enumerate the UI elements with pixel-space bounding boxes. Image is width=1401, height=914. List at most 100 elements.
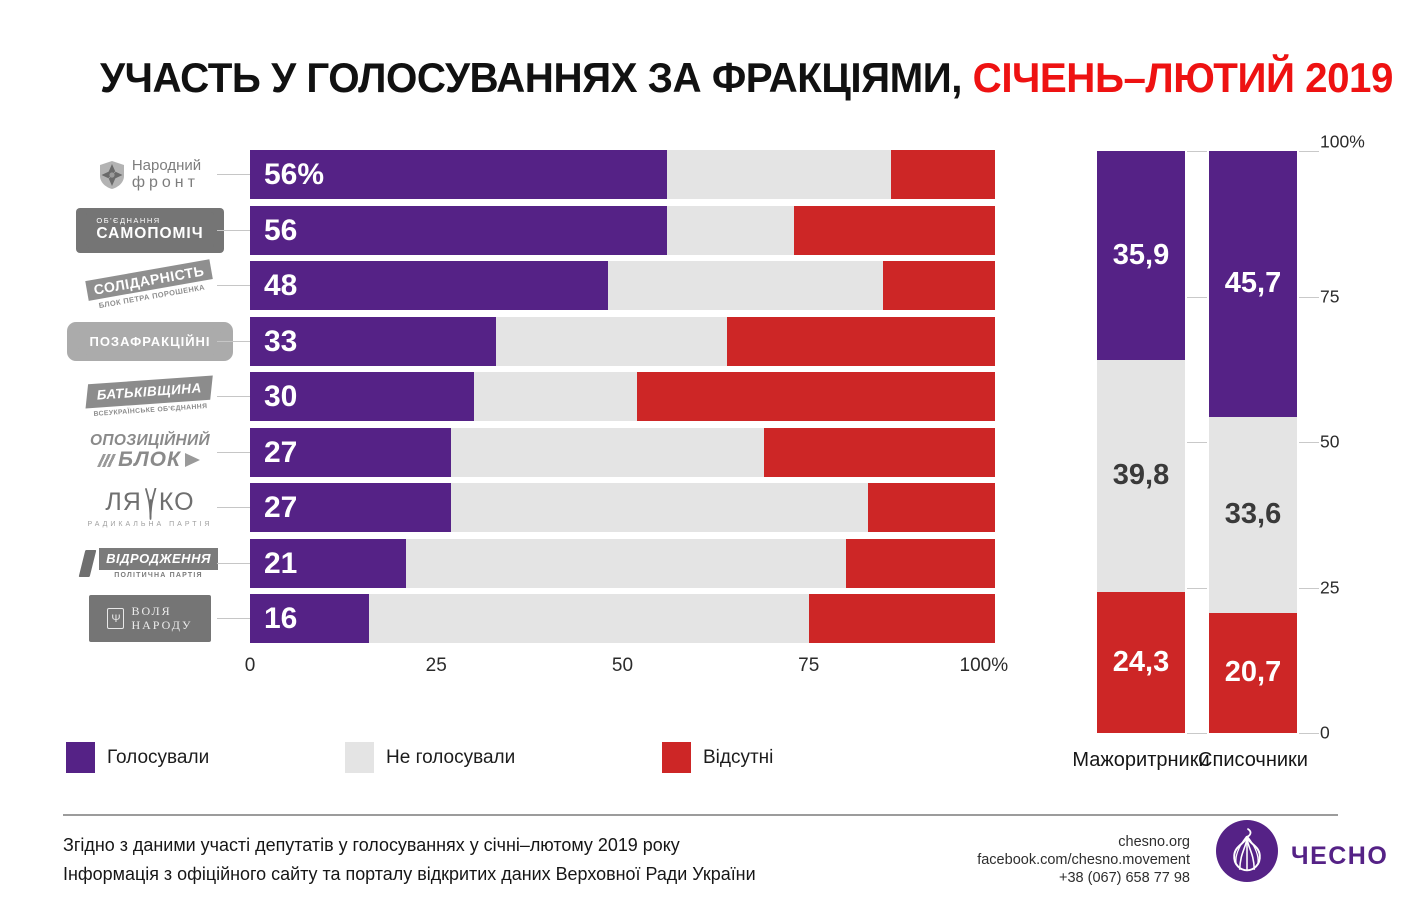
- faction-name-line: ПОЗАФРАКЦІЙНІ: [89, 333, 211, 349]
- narodny-front-shield-icon: [99, 160, 124, 189]
- garlic-icon: [1233, 828, 1261, 872]
- chesno-logo: [1216, 820, 1278, 882]
- bar-segment-not_voted: [406, 538, 846, 588]
- legend-label: Не голосували: [386, 746, 516, 768]
- contact-phone: +38 (067) 658 77 98: [1058, 870, 1190, 886]
- bar-value-label: 27: [264, 491, 298, 524]
- bar-segment-absent: [726, 316, 995, 366]
- y-axis-tick: [1299, 587, 1319, 589]
- bar-value-label: 33: [264, 324, 298, 358]
- label-connector-line: [217, 229, 250, 231]
- faction-name-line: ПОЛІТИЧНА ПАРТІЯ: [114, 571, 203, 579]
- bar-segment-voted: 21: [250, 538, 407, 588]
- pitchfork-icon: [144, 487, 157, 520]
- y-axis-tick: [1187, 442, 1207, 443]
- column-segment-absent: 24,3: [1097, 591, 1185, 733]
- y-axis-tick: [1187, 587, 1207, 589]
- faction-logo: ЛЯ КО РАДИКАЛЬНА ПАРТІЯ: [88, 487, 213, 528]
- stacked-bar: 21: [250, 538, 995, 588]
- legend-label: Відсутні: [703, 746, 774, 768]
- faction-name-line: КО: [158, 487, 195, 516]
- column-value-label: 33,6: [1224, 498, 1282, 531]
- faction-label: Народний фронт: [85, 150, 215, 199]
- vertical-stacked-bar: 45,7 33,6 20,7: [1209, 151, 1297, 733]
- faction-label: ВІДРОДЖЕННЯ ПОЛІТИЧНА ПАРТІЯ: [78, 539, 218, 588]
- page-title-red: СІЧЕНЬ–ЛЮТИЙ 2019: [972, 54, 1394, 101]
- column-label: Списочники: [1198, 749, 1308, 771]
- legend-item: Голосували: [66, 742, 209, 773]
- faction-name-line: САМОПОМІЧ: [96, 224, 204, 242]
- y-axis-tick: [1299, 296, 1319, 298]
- y-axis-tick-label: 75: [1320, 286, 1340, 306]
- faction-name-line: ВІДРОДЖЕННЯ: [106, 550, 211, 566]
- x-axis-tick-label: 25: [425, 655, 447, 676]
- source-line-1: Згідно з даними участі депутатів у голос…: [63, 834, 680, 855]
- label-connector-line: [217, 285, 250, 286]
- bar-segment-not_voted: [451, 483, 869, 532]
- faction-name-line: БЛОК: [118, 448, 181, 471]
- bar-segment-absent: [845, 538, 995, 588]
- bar-value-label: 30: [264, 380, 298, 413]
- bar-segment-not_voted: [451, 427, 765, 477]
- label-connector-line: [217, 340, 250, 342]
- bar-segment-not_voted: [495, 316, 727, 366]
- stacked-bar: 16: [250, 594, 995, 643]
- faction-badge: Ψ ВОЛЯ НАРОДУ: [98, 600, 202, 637]
- chart-row: ЛЯ КО РАДИКАЛЬНА ПАРТІЯ 27: [0, 483, 1020, 532]
- faction-logo: Народний фронт: [99, 157, 201, 192]
- contact-facebook: facebook.com/chesno.movement: [977, 852, 1190, 868]
- y-axis-tick-label: 25: [1320, 577, 1340, 597]
- column-label: Мажоритрники: [1072, 749, 1210, 771]
- column-segment-voted: 35,9: [1097, 151, 1185, 360]
- faction-logo: ВІДРОДЖЕННЯ ПОЛІТИЧНА ПАРТІЯ: [78, 547, 218, 579]
- x-axis-tick-label: 0: [244, 655, 256, 676]
- bar-segment-absent: [764, 427, 995, 477]
- bar-segment-absent: [808, 594, 995, 643]
- y-axis-tick: [1299, 151, 1319, 152]
- page-title: УЧАСТЬ У ГОЛОСУВАННЯХ ЗА ФРАКЦІЯМИ, СІЧЕ…: [100, 54, 1393, 102]
- contact-website: chesno.org: [1118, 834, 1190, 850]
- chart-row: ОПОЗИЦІЙНИЙ БЛОК 27: [0, 427, 1020, 477]
- source-line-2: Інформація з офіційного сайту та порталу…: [63, 863, 756, 884]
- wedge-decoration: [97, 453, 118, 467]
- bar-segment-not_voted: [667, 150, 891, 199]
- bar-segment-absent: [868, 483, 995, 532]
- faction-name-line: ВОЛЯ: [131, 604, 172, 618]
- faction-label: ОБ'ЄДНАННЯ САМОПОМІЧ: [76, 206, 224, 255]
- bar-segment-voted: 27: [250, 427, 452, 477]
- bar-segment-voted: 27: [250, 483, 452, 532]
- label-connector-line: [217, 396, 250, 397]
- y-axis-tick: [1187, 733, 1207, 734]
- chart-row: БАТЬКІВЩИНА ВСЕУКРАЇНСЬКЕ ОБ'ЄДНАННЯ 30: [0, 372, 1020, 421]
- bar-segment-voted: 33: [250, 316, 496, 366]
- column-segment-absent: 20,7: [1209, 612, 1297, 733]
- faction-badge: СОЛІДАРНІСТЬ БЛОК ПЕТРА ПОРОШЕНКА: [85, 259, 214, 311]
- bar-value-label: 56%: [264, 158, 325, 191]
- stacked-bar: 48: [250, 261, 995, 310]
- faction-logo: СОЛІДАРНІСТЬ БЛОК ПЕТРА ПОРОШЕНКА: [85, 259, 214, 310]
- y-axis-tick: [1187, 296, 1207, 298]
- vertical-stacked-bar: 35,9 39,8 24,3: [1097, 151, 1185, 733]
- bar-segment-not_voted: [607, 261, 884, 310]
- page-title-black: УЧАСТЬ У ГОЛОСУВАННЯХ ЗА ФРАКЦІЯМИ,: [100, 54, 973, 101]
- faction-name-line: НАРОДУ: [131, 617, 193, 632]
- legend-item: Відсутні: [662, 742, 773, 773]
- bar-value-label: 16: [264, 602, 298, 635]
- y-axis-tick-label: 0: [1320, 722, 1330, 743]
- faction-name-line: фронт: [131, 174, 199, 191]
- column-segment-voted: 45,7: [1209, 151, 1297, 417]
- bar-segment-absent: [890, 150, 995, 199]
- stacked-bar: 56%: [250, 150, 995, 199]
- x-axis-tick-label: 100%: [959, 655, 1009, 676]
- faction-label: Ψ ВОЛЯ НАРОДУ: [85, 594, 215, 643]
- faction-logo: ПОЗАФРАКЦІЙНІ: [67, 321, 233, 361]
- faction-name-line: Народний: [131, 157, 202, 174]
- bar-segment-voted: 30: [250, 372, 474, 421]
- bar-segment-not_voted: [369, 594, 809, 643]
- faction-logo: Ψ ВОЛЯ НАРОДУ: [89, 595, 211, 642]
- bar-value-label: 27: [264, 435, 298, 469]
- faction-name-line: ОПОЗИЦІЙНИЙ: [90, 432, 210, 449]
- bar-value-label: 56: [264, 213, 298, 247]
- y-axis-tick: [1299, 442, 1319, 443]
